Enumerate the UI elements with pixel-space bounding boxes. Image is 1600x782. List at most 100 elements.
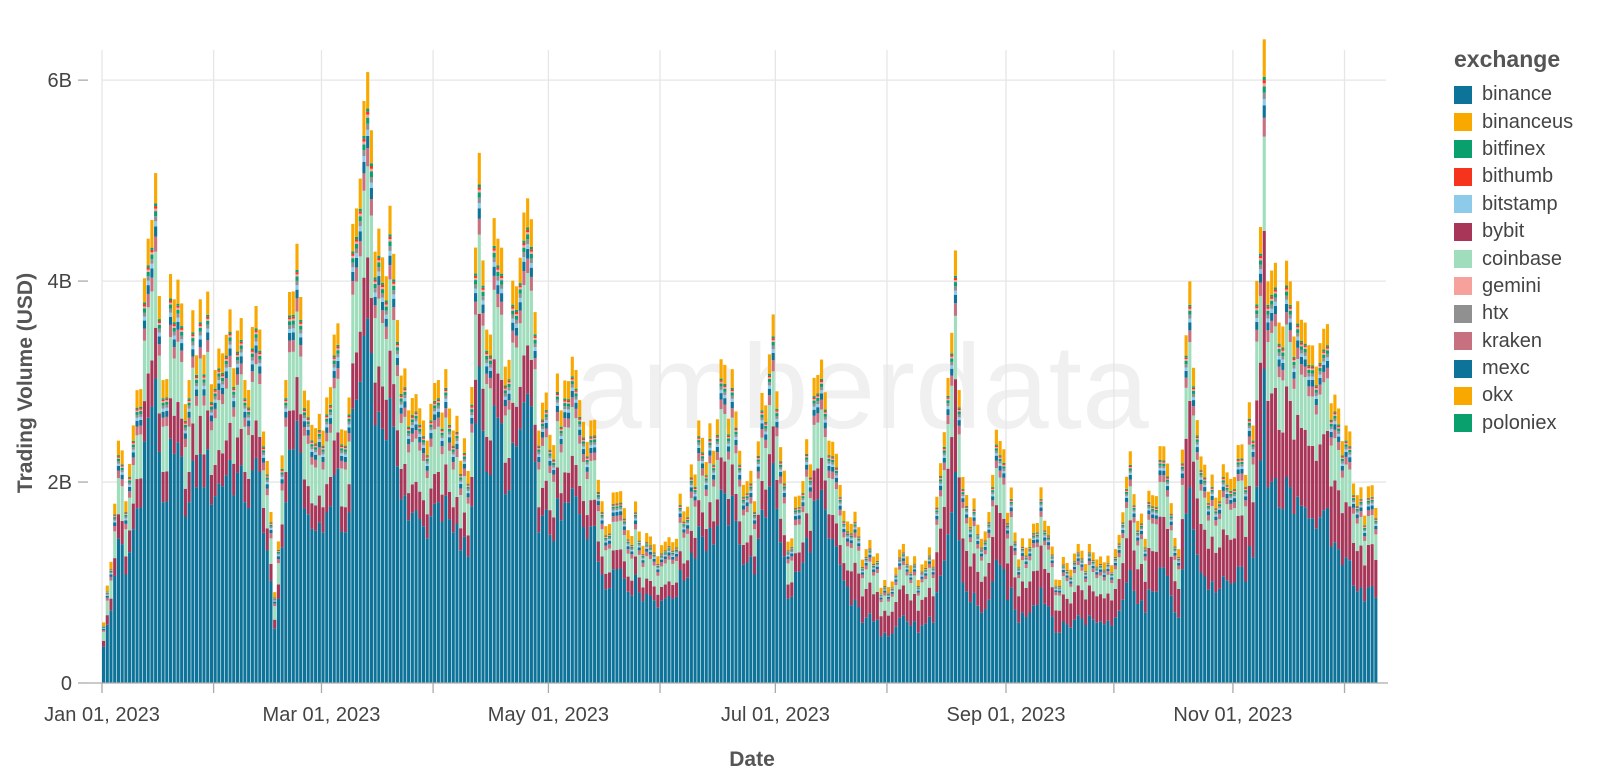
bar-segment-mexc-2023-10-08 bbox=[1143, 553, 1147, 557]
bar-segment-binance-2023-05-09 bbox=[578, 514, 582, 683]
legend-item-kraken[interactable]: kraken bbox=[1454, 328, 1573, 355]
bar-segment-bybit-2023-05-08 bbox=[574, 464, 578, 497]
legend-item-bitstamp[interactable]: bitstamp bbox=[1454, 191, 1573, 218]
legend-item-gemini[interactable]: gemini bbox=[1454, 273, 1573, 300]
bar-segment-bybit-2023-06-07 bbox=[686, 560, 690, 578]
bar-segment-binance-2023-02-18 bbox=[280, 547, 284, 683]
bar-segment-gemini-2023-10-03 bbox=[1125, 490, 1129, 492]
bar-segment-gemini-2023-07-20 bbox=[846, 532, 850, 534]
bar-segment-bithumb-2023-07-26 bbox=[868, 549, 872, 550]
bar-segment-bitfinex-2023-02-14 bbox=[265, 477, 269, 480]
bar-segment-bithumb-2023-05-11 bbox=[585, 457, 589, 459]
bar-segment-okx-2023-05-25 bbox=[637, 531, 641, 541]
bar-segment-bithumb-2023-05-01 bbox=[548, 450, 552, 453]
bar-segment-bybit-2023-10-23 bbox=[1199, 523, 1203, 573]
legend-item-binanceus[interactable]: binanceus bbox=[1454, 108, 1573, 135]
bar-segment-mexc-2023-04-04 bbox=[447, 437, 452, 443]
bar-segment-binance-2023-07-20 bbox=[846, 586, 850, 683]
bar-segment-bitstamp-2023-06-05 bbox=[678, 511, 682, 514]
bar-segment-gemini-2023-04-04 bbox=[447, 427, 452, 429]
bar-segment-binance-2023-03-26 bbox=[414, 510, 418, 683]
legend-item-bitfinex[interactable]: bitfinex bbox=[1454, 136, 1573, 163]
bar-segment-bithumb-2023-05-15 bbox=[600, 512, 604, 514]
bar-segment-bithumb-2023-03-20 bbox=[392, 281, 396, 284]
bar-segment-bitfinex-2023-01-19 bbox=[168, 304, 173, 309]
legend-item-okx[interactable]: okx bbox=[1454, 382, 1573, 409]
bar-segment-poloniex-2023-11-25 bbox=[1322, 349, 1326, 352]
bar-segment-bybit-2023-09-27 bbox=[1102, 598, 1106, 625]
bar-segment-bitstamp-2023-02-06 bbox=[235, 363, 240, 368]
bar-segment-gemini-2023-03-06 bbox=[340, 447, 344, 449]
bar-segment-mexc-2023-10-20 bbox=[1188, 322, 1192, 331]
bar-segment-bybit-2023-09-08 bbox=[1032, 571, 1036, 606]
bar-segment-gemini-2023-10-19 bbox=[1184, 359, 1188, 361]
bar-segment-bithumb-2023-02-04 bbox=[228, 333, 232, 336]
bar-segment-poloniex-2023-03-06 bbox=[340, 444, 344, 446]
legend-item-coinbase[interactable]: coinbase bbox=[1454, 245, 1573, 272]
bar-segment-okx-2023-03-14 bbox=[369, 130, 373, 164]
bar-segment-mexc-2023-02-26 bbox=[310, 451, 314, 457]
bar-segment-mexc-2023-07-07 bbox=[797, 515, 801, 519]
bar-segment-bybit-2023-01-26 bbox=[195, 454, 199, 488]
bar-segment-poloniex-2023-10-19 bbox=[1184, 355, 1188, 358]
bar-segment-kraken-2023-03-18 bbox=[384, 326, 388, 339]
bar-segment-kraken-2023-08-29 bbox=[994, 460, 998, 469]
bar-segment-bitfinex-2023-06-30 bbox=[771, 341, 775, 346]
bar-segment-coinbase-2023-10-16 bbox=[1173, 559, 1177, 582]
bar-segment-bithumb-2023-08-30 bbox=[998, 456, 1002, 458]
bar-segment-kraken-2023-02-22 bbox=[295, 298, 299, 312]
bar-segment-coinbase-2023-07-23 bbox=[857, 550, 861, 574]
legend-item-poloniex[interactable]: poloniex bbox=[1454, 410, 1573, 437]
bar-segment-mexc-2023-12-01 bbox=[1344, 451, 1348, 457]
bar-segment-bybit-2023-02-23 bbox=[299, 414, 303, 453]
legend-item-binance[interactable]: binance bbox=[1454, 81, 1573, 108]
bar-segment-poloniex-2023-08-16 bbox=[946, 395, 950, 398]
bar-segment-mexc-2023-09-09 bbox=[1035, 539, 1039, 543]
bar-segment-bithumb-2023-11-29 bbox=[1337, 425, 1341, 428]
bar-segment-binance-2023-02-09 bbox=[247, 508, 251, 683]
bar-segment-bitfinex-2023-11-05 bbox=[1247, 422, 1251, 426]
bar-segment-poloniex-2023-03-16 bbox=[377, 255, 381, 258]
legend-item-bybit[interactable]: bybit bbox=[1454, 218, 1573, 245]
bar-segment-bitfinex-2023-11-15 bbox=[1285, 291, 1289, 296]
bar-segment-bithumb-2023-07-18 bbox=[838, 497, 842, 499]
bar-segment-kraken-2023-05-23 bbox=[630, 554, 634, 559]
bar-segment-mexc-2023-10-21 bbox=[1191, 400, 1196, 407]
bar-segment-bybit-2023-02-05 bbox=[232, 463, 236, 496]
bar-segment-binance-2023-04-22 bbox=[514, 446, 519, 683]
bar-segment-gemini-2023-02-21 bbox=[291, 318, 295, 321]
legend-item-mexc[interactable]: mexc bbox=[1454, 355, 1573, 382]
bar-segment-okx-2023-04-25 bbox=[526, 198, 530, 228]
bar-segment-coinbase-2023-10-02 bbox=[1121, 538, 1125, 564]
bar-segment-bitfinex-2023-07-28 bbox=[875, 562, 879, 565]
legend-item-bithumb[interactable]: bithumb bbox=[1454, 163, 1573, 190]
bar-segment-mexc-2023-05-15 bbox=[600, 520, 604, 524]
bar-segment-bithumb-2023-11-24 bbox=[1318, 364, 1322, 367]
bar-segment-kraken-2023-09-11 bbox=[1043, 540, 1047, 546]
bar-segment-gemini-2023-11-16 bbox=[1288, 308, 1292, 311]
bar-segment-kraken-2023-04-04 bbox=[447, 442, 452, 451]
bar-segment-htx-2023-08-10 bbox=[924, 570, 928, 573]
bar-segment-binance-2023-05-30 bbox=[656, 607, 660, 683]
bar-segment-bithumb-2023-06-08 bbox=[689, 478, 693, 480]
bar-segment-gemini-2023-08-13 bbox=[935, 509, 939, 511]
bar-segment-kraken-2023-05-12 bbox=[589, 453, 593, 461]
legend-item-htx[interactable]: htx bbox=[1454, 300, 1573, 327]
bar-segment-binance-2023-03-27 bbox=[418, 518, 422, 683]
bar-segment-coinbase-2023-06-14 bbox=[712, 486, 716, 522]
bar-segment-bybit-2023-04-30 bbox=[544, 480, 548, 510]
bar-segment-bybit-2023-03-04 bbox=[332, 440, 336, 476]
bar-segment-coinbase-2023-10-31 bbox=[1229, 509, 1233, 540]
grid bbox=[101, 50, 1386, 683]
bar-segment-bitfinex-2023-05-08 bbox=[574, 393, 578, 397]
bar-segment-bitfinex-2023-03-05 bbox=[336, 350, 340, 354]
bar-segment-poloniex-2023-10-08 bbox=[1143, 547, 1147, 548]
bar-segment-gemini-2023-11-03 bbox=[1240, 460, 1244, 462]
bar-segment-kraken-2023-08-07 bbox=[912, 571, 917, 576]
bar-segment-mexc-2023-10-18 bbox=[1180, 473, 1184, 479]
bar-segment-bitfinex-2023-01-15 bbox=[154, 211, 158, 217]
bar-segment-poloniex-2023-09-26 bbox=[1098, 563, 1103, 565]
x-tick-label: Jul 01, 2023 bbox=[721, 704, 830, 726]
bar-segment-gemini-2023-03-27 bbox=[418, 427, 422, 429]
bar-segment-gemini-2023-11-27 bbox=[1329, 422, 1333, 424]
